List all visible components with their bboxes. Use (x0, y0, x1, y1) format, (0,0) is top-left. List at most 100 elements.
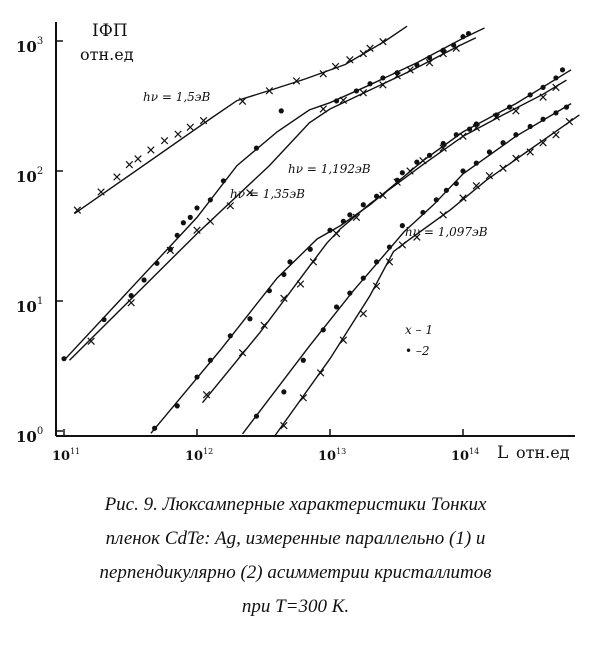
curve-label-1-192ev: hν = 1,192эВ (288, 162, 371, 176)
curve-label-1-097ev: hν = 1,097эВ (405, 225, 488, 239)
curve-label-1-35ev: hν = 1,35эВ (230, 187, 305, 201)
data-point-dot (440, 140, 446, 147)
data-point-dot (553, 110, 559, 116)
data-point-cross (379, 81, 387, 89)
data-point-dot (353, 88, 360, 94)
data-point-cross (199, 116, 208, 125)
fit-lines (63, 25, 580, 438)
data-point-cross (309, 258, 318, 266)
data-point-cross (406, 167, 414, 175)
data-point-cross (331, 62, 340, 71)
data-point-dot (465, 31, 472, 37)
legend: x – 1 • –2 (405, 323, 433, 358)
data-point-dot (300, 357, 306, 363)
data-point-cross (366, 44, 374, 52)
data-point-dot (399, 223, 405, 229)
tick-marks (56, 40, 464, 436)
data-point-dot (394, 177, 400, 183)
data-point-cross (539, 93, 547, 101)
x-tick-label: 1014 (451, 447, 479, 464)
data-point-cross (439, 211, 447, 219)
data-point-dot (281, 389, 287, 395)
data-point-cross (296, 280, 305, 288)
y-axis-title: IФП (92, 21, 128, 41)
data-point-dot (61, 356, 67, 362)
caption-line-2: пленок CdTe: Ag, измеренные параллельно … (105, 528, 486, 549)
data-point-dot (460, 168, 466, 174)
x-axis-unit: отн.ед (516, 443, 570, 462)
data-point-dot (453, 132, 459, 138)
y-axis-unit: отн.ед (80, 45, 134, 64)
data-point-dot (399, 170, 405, 176)
data-point-cross (316, 369, 325, 377)
figure-caption: Рис. 9. Люксамперные характеристики Тонк… (0, 488, 591, 624)
data-point-dot (207, 357, 213, 363)
data-point-cross (539, 139, 547, 147)
data-point-cross (265, 87, 274, 95)
data-point-dot (426, 152, 433, 158)
data-point-cross (127, 298, 135, 307)
data-point-cross (565, 117, 574, 126)
data-point-dot (540, 116, 546, 122)
data-markers (61, 31, 574, 431)
data-point-dot (220, 178, 227, 184)
x-axis-title: L (497, 443, 508, 463)
data-point-dot (154, 260, 160, 266)
data-point-dot (227, 333, 233, 339)
data-point-dot (281, 271, 287, 278)
data-point-cross (134, 155, 142, 163)
data-point-dot (553, 75, 559, 81)
data-point-dot (320, 327, 326, 333)
data-point-dot (278, 108, 284, 114)
data-point-cross (160, 136, 169, 145)
data-point-dot (287, 259, 293, 265)
data-point-dot (174, 403, 180, 409)
data-point-dot (347, 290, 353, 296)
data-point-cross (459, 194, 467, 202)
data-point-cross (125, 160, 134, 169)
axes (55, 22, 575, 437)
data-point-dot (367, 81, 373, 87)
data-point-cross (472, 182, 481, 190)
data-point-dot (527, 92, 533, 98)
data-point-dot (194, 205, 200, 211)
data-point-dot (174, 232, 180, 238)
data-point-cross (485, 171, 494, 180)
caption-line-1: Рис. 9. Люксамперные характеристики Тонк… (104, 494, 487, 515)
data-point-dot (333, 304, 340, 310)
data-point-dot (380, 75, 386, 81)
data-point-dot (440, 47, 446, 53)
data-point-dot (128, 293, 134, 299)
data-point-cross (439, 144, 447, 152)
data-point-dot (266, 288, 272, 294)
legend-item-1: x – 1 (405, 323, 433, 337)
data-point-cross (193, 226, 201, 234)
data-point-dot (141, 277, 147, 283)
data-point-dot (180, 220, 186, 226)
fit-line-series-4 (150, 69, 572, 434)
data-point-cross (459, 132, 467, 140)
data-point-dot (460, 34, 466, 40)
y-tick-label: 101 (16, 296, 43, 316)
data-point-dot (340, 218, 346, 224)
data-point-dot (360, 275, 366, 281)
data-point-dot (207, 197, 213, 203)
data-point-cross (372, 282, 381, 290)
data-point-dot (443, 187, 449, 193)
data-point-dot (194, 374, 200, 380)
data-point-cross (299, 394, 308, 402)
data-point-cross (226, 202, 235, 210)
data-point-cross (238, 97, 247, 105)
data-point-dot (394, 70, 400, 76)
data-point-dot (247, 316, 253, 322)
data-point-cross (472, 124, 481, 132)
data-point-dot (187, 214, 193, 220)
data-point-dot (473, 160, 479, 166)
data-point-cross (552, 131, 560, 139)
y-tick-label: 100 (16, 426, 43, 446)
data-point-dot (347, 212, 353, 218)
data-point-dot (307, 246, 313, 252)
data-point-dot (333, 98, 340, 104)
data-point-dot (500, 140, 506, 146)
